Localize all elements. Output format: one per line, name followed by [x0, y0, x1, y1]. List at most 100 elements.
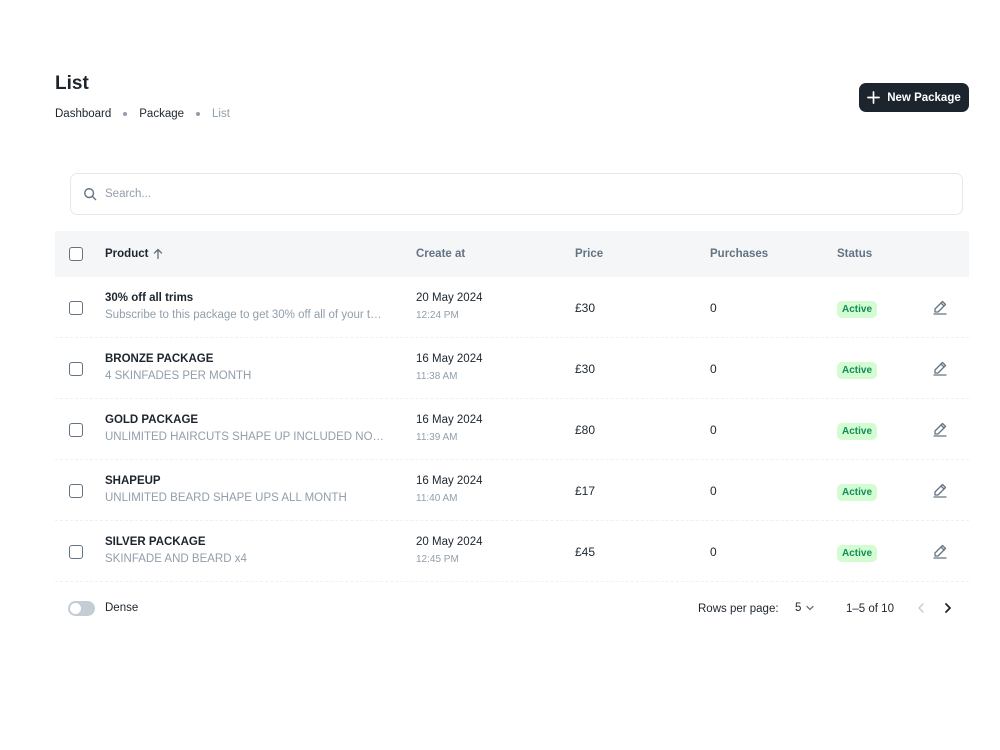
dense-toggle[interactable] — [68, 601, 95, 616]
column-price[interactable]: Price — [575, 248, 604, 260]
status-badge: Active — [837, 423, 878, 440]
create-date: 16 May 2024 — [416, 353, 483, 365]
arrow-up-icon — [154, 248, 163, 260]
new-package-button[interactable]: New Package — [859, 83, 969, 112]
breadcrumb-dashboard[interactable]: Dashboard — [55, 108, 112, 120]
search-field[interactable] — [70, 173, 963, 215]
product-description: UNLIMITED BEARD SHAPE UPS ALL MONTH — [105, 492, 347, 504]
rows-per-page-select[interactable]: 5 — [795, 602, 815, 614]
purchases-cell: 0 — [710, 362, 717, 376]
product-cell: SILVER PACKAGE SKINFADE AND BEARD x4 — [105, 536, 385, 565]
pagination-range: 1–5 of 10 — [846, 603, 894, 615]
price-cell: £45 — [575, 545, 596, 559]
status-cell: Active — [837, 421, 878, 440]
product-name[interactable]: 30% off all trims — [105, 292, 194, 304]
table-row[interactable]: SHAPEUP UNLIMITED BEARD SHAPE UPS ALL MON… — [55, 460, 969, 521]
create-time: 11:39 AM — [416, 432, 458, 443]
table-body: 30% off all trims Subscribe to this packa… — [55, 277, 969, 582]
row-checkbox[interactable] — [69, 301, 83, 315]
row-checkbox[interactable] — [69, 545, 83, 559]
column-create-at[interactable]: Create at — [416, 248, 466, 260]
chevron-down-icon — [806, 605, 815, 611]
table-row[interactable]: BRONZE PACKAGE 4 SKINFADES PER MONTH 16 Ma… — [55, 338, 969, 399]
create-time: 12:24 PM — [416, 310, 459, 321]
create-at-cell: 20 May 2024 12:24 PM — [416, 292, 483, 321]
status-badge: Active — [837, 545, 878, 562]
package-table: Product Create at Price Purchases Status… — [55, 231, 969, 582]
pencil-icon[interactable] — [932, 299, 948, 315]
create-date: 16 May 2024 — [416, 475, 483, 487]
product-name[interactable]: SILVER PACKAGE — [105, 536, 206, 548]
edit-button[interactable] — [932, 482, 948, 503]
status-cell: Active — [837, 543, 878, 562]
plus-icon — [867, 91, 881, 104]
table-row[interactable]: GOLD PACKAGE UNLIMITED HAIRCUTS SHAPE UP … — [55, 399, 969, 460]
product-name[interactable]: GOLD PACKAGE — [105, 414, 199, 426]
price-cell: £80 — [575, 423, 596, 437]
chevron-right-icon[interactable] — [941, 601, 955, 615]
create-time: 11:40 AM — [416, 493, 458, 504]
page-title: List — [55, 73, 89, 94]
product-description: Subscribe to this package to get 30% off… — [105, 309, 385, 321]
price-cell: £30 — [575, 301, 596, 315]
create-time: 11:38 AM — [416, 371, 458, 382]
edit-button[interactable] — [932, 421, 948, 442]
status-cell: Active — [837, 299, 878, 318]
column-purchases[interactable]: Purchases — [710, 248, 769, 260]
edit-button[interactable] — [932, 543, 948, 564]
create-at-cell: 16 May 2024 11:40 AM — [416, 475, 483, 504]
purchases-cell: 0 — [710, 301, 717, 315]
product-cell: GOLD PACKAGE UNLIMITED HAIRCUTS SHAPE UP … — [105, 414, 385, 443]
status-cell: Active — [837, 482, 878, 501]
table-row[interactable]: 30% off all trims Subscribe to this packa… — [55, 277, 969, 338]
toggle-knob — [70, 603, 81, 614]
pencil-icon[interactable] — [932, 421, 948, 437]
purchases-cell: 0 — [710, 423, 717, 437]
pencil-icon[interactable] — [932, 543, 948, 559]
create-date: 20 May 2024 — [416, 292, 483, 304]
search-icon — [84, 188, 97, 201]
table-footer: Dense Rows per page: 5 1–5 of 10 — [55, 593, 969, 625]
column-product[interactable]: Product — [105, 248, 164, 260]
price-cell: £30 — [575, 362, 596, 376]
edit-button[interactable] — [932, 299, 948, 320]
chevron-left-icon[interactable] — [914, 601, 928, 615]
create-date: 16 May 2024 — [416, 414, 483, 426]
breadcrumb-list: List — [212, 108, 230, 120]
create-at-cell: 16 May 2024 11:38 AM — [416, 353, 483, 382]
product-cell: 30% off all trims Subscribe to this packa… — [105, 292, 385, 321]
breadcrumb-separator — [196, 112, 201, 116]
column-status[interactable]: Status — [837, 248, 873, 260]
product-description: UNLIMITED HAIRCUTS SHAPE UP INCLUDED NOS… — [105, 431, 385, 443]
select-all-checkbox[interactable] — [69, 247, 83, 261]
pencil-icon[interactable] — [932, 482, 948, 498]
dense-label: Dense — [105, 602, 139, 614]
rows-per-page-value: 5 — [795, 602, 802, 614]
column-product-label: Product — [105, 248, 149, 260]
row-checkbox[interactable] — [69, 484, 83, 498]
purchases-cell: 0 — [710, 484, 717, 498]
new-package-label: New Package — [887, 91, 961, 104]
create-time: 12:45 PM — [416, 554, 459, 565]
create-at-cell: 16 May 2024 11:39 AM — [416, 414, 483, 443]
status-badge: Active — [837, 301, 878, 318]
breadcrumb: Dashboard Package List — [55, 108, 230, 120]
create-at-cell: 20 May 2024 12:45 PM — [416, 536, 483, 565]
product-description: SKINFADE AND BEARD x4 — [105, 553, 247, 565]
breadcrumb-separator — [123, 112, 128, 116]
product-name[interactable]: BRONZE PACKAGE — [105, 353, 214, 365]
create-date: 20 May 2024 — [416, 536, 483, 548]
table-row[interactable]: SILVER PACKAGE SKINFADE AND BEARD x4 20 Ma… — [55, 521, 969, 582]
edit-button[interactable] — [932, 360, 948, 381]
table-header: Product Create at Price Purchases Status — [55, 231, 969, 277]
pencil-icon[interactable] — [932, 360, 948, 376]
product-description: 4 SKINFADES PER MONTH — [105, 370, 252, 382]
price-cell: £17 — [575, 484, 596, 498]
row-checkbox[interactable] — [69, 423, 83, 437]
status-cell: Active — [837, 360, 878, 379]
breadcrumb-package[interactable]: Package — [139, 108, 185, 120]
product-cell: SHAPEUP UNLIMITED BEARD SHAPE UPS ALL MON… — [105, 475, 385, 504]
row-checkbox[interactable] — [69, 362, 83, 376]
search-input[interactable] — [105, 188, 945, 200]
product-name[interactable]: SHAPEUP — [105, 475, 161, 487]
